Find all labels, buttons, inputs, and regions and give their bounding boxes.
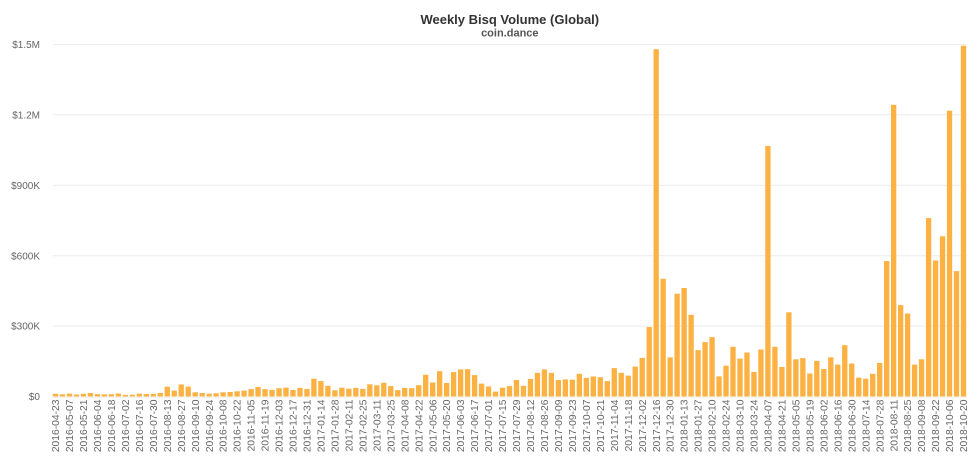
svg-text:$300K: $300K	[11, 322, 40, 333]
svg-text:2018-10-06: 2018-10-06	[945, 399, 956, 452]
svg-text:2017-04-08: 2017-04-08	[400, 399, 411, 452]
svg-text:2017-05-06: 2017-05-06	[428, 399, 439, 452]
svg-text:2018-01-13: 2018-01-13	[680, 399, 691, 452]
svg-text:2018-10-20: 2018-10-20	[959, 399, 970, 452]
svg-text:2017-02-11: 2017-02-11	[344, 399, 355, 451]
svg-text:$1.2M: $1.2M	[12, 110, 40, 121]
svg-text:2016-07-30: 2016-07-30	[149, 399, 160, 452]
svg-text:2016-11-05: 2016-11-05	[247, 399, 258, 451]
svg-text:2018-08-11: 2018-08-11	[889, 399, 900, 451]
svg-text:2016-09-10: 2016-09-10	[191, 399, 202, 452]
svg-text:2016-06-04: 2016-06-04	[93, 399, 104, 452]
svg-text:$1.5M: $1.5M	[12, 40, 40, 51]
svg-text:Weekly Bisq Volume (Global): Weekly Bisq Volume (Global)	[420, 12, 599, 27]
svg-text:2017-10-07: 2017-10-07	[582, 399, 593, 452]
svg-text:2017-08-12: 2017-08-12	[526, 399, 537, 452]
svg-text:2016-07-16: 2016-07-16	[135, 399, 146, 452]
svg-text:2018-04-07: 2018-04-07	[764, 399, 775, 452]
svg-text:2017-01-14: 2017-01-14	[317, 399, 328, 452]
svg-text:2018-09-08: 2018-09-08	[917, 399, 928, 452]
svg-text:2018-06-30: 2018-06-30	[847, 399, 858, 452]
svg-text:2017-12-02: 2017-12-02	[638, 399, 649, 452]
svg-text:2016-05-21: 2016-05-21	[79, 399, 90, 452]
svg-text:2018-07-28: 2018-07-28	[875, 399, 886, 452]
svg-text:2017-04-22: 2017-04-22	[414, 399, 425, 452]
svg-text:2018-03-10: 2018-03-10	[736, 399, 747, 452]
svg-text:2016-04-23: 2016-04-23	[51, 399, 62, 452]
svg-text:2017-03-11: 2017-03-11	[372, 399, 383, 451]
svg-text:2016-05-07: 2016-05-07	[65, 399, 76, 452]
svg-text:2018-06-02: 2018-06-02	[819, 399, 830, 452]
svg-text:2018-04-21: 2018-04-21	[778, 399, 789, 452]
svg-text:2016-12-17: 2016-12-17	[289, 399, 300, 452]
svg-text:2017-07-15: 2017-07-15	[498, 399, 509, 452]
svg-text:2016-06-18: 2016-06-18	[107, 399, 118, 452]
svg-text:2018-06-16: 2018-06-16	[833, 399, 844, 452]
svg-text:2017-05-20: 2017-05-20	[442, 399, 453, 452]
svg-text:2016-07-02: 2016-07-02	[121, 399, 132, 452]
svg-text:2017-02-25: 2017-02-25	[358, 399, 369, 452]
svg-text:$900K: $900K	[11, 181, 40, 192]
svg-text:$0: $0	[29, 392, 41, 403]
svg-text:2017-01-28: 2017-01-28	[330, 399, 341, 452]
svg-text:2016-11-19: 2016-11-19	[261, 399, 272, 451]
svg-text:2018-05-19: 2018-05-19	[805, 399, 816, 452]
svg-text:2018-05-05: 2018-05-05	[791, 399, 802, 452]
svg-text:2016-12-03: 2016-12-03	[275, 399, 286, 452]
svg-text:2016-08-13: 2016-08-13	[163, 399, 174, 452]
svg-text:2018-02-10: 2018-02-10	[708, 399, 719, 452]
svg-text:$600K: $600K	[11, 251, 40, 262]
svg-text:2017-12-30: 2017-12-30	[666, 399, 677, 452]
svg-text:2017-11-18: 2017-11-18	[624, 399, 635, 451]
svg-text:2017-06-17: 2017-06-17	[470, 399, 481, 452]
svg-text:2018-07-14: 2018-07-14	[861, 399, 872, 452]
svg-text:2017-07-01: 2017-07-01	[484, 399, 495, 452]
svg-text:2017-06-03: 2017-06-03	[456, 399, 467, 452]
svg-text:2017-07-29: 2017-07-29	[512, 399, 523, 452]
svg-text:2018-01-27: 2018-01-27	[694, 399, 705, 452]
svg-text:2016-10-08: 2016-10-08	[219, 399, 230, 452]
svg-text:2016-09-24: 2016-09-24	[205, 399, 216, 452]
svg-text:2017-08-26: 2017-08-26	[540, 399, 551, 452]
svg-text:2018-03-24: 2018-03-24	[750, 399, 761, 452]
svg-text:2018-02-24: 2018-02-24	[722, 399, 733, 452]
svg-text:2016-08-27: 2016-08-27	[177, 399, 188, 452]
svg-text:2017-03-25: 2017-03-25	[386, 399, 397, 452]
svg-text:2018-09-22: 2018-09-22	[931, 399, 942, 452]
svg-text:2016-12-31: 2016-12-31	[303, 399, 314, 452]
svg-text:2017-12-16: 2017-12-16	[652, 399, 663, 452]
svg-text:coin.dance: coin.dance	[481, 27, 538, 39]
svg-text:2016-10-22: 2016-10-22	[233, 399, 244, 452]
svg-text:2017-11-04: 2017-11-04	[610, 399, 621, 451]
svg-text:2017-10-21: 2017-10-21	[596, 399, 607, 452]
svg-text:2017-09-09: 2017-09-09	[554, 399, 565, 452]
svg-text:2018-08-25: 2018-08-25	[903, 399, 914, 452]
svg-text:2017-09-23: 2017-09-23	[568, 399, 579, 452]
